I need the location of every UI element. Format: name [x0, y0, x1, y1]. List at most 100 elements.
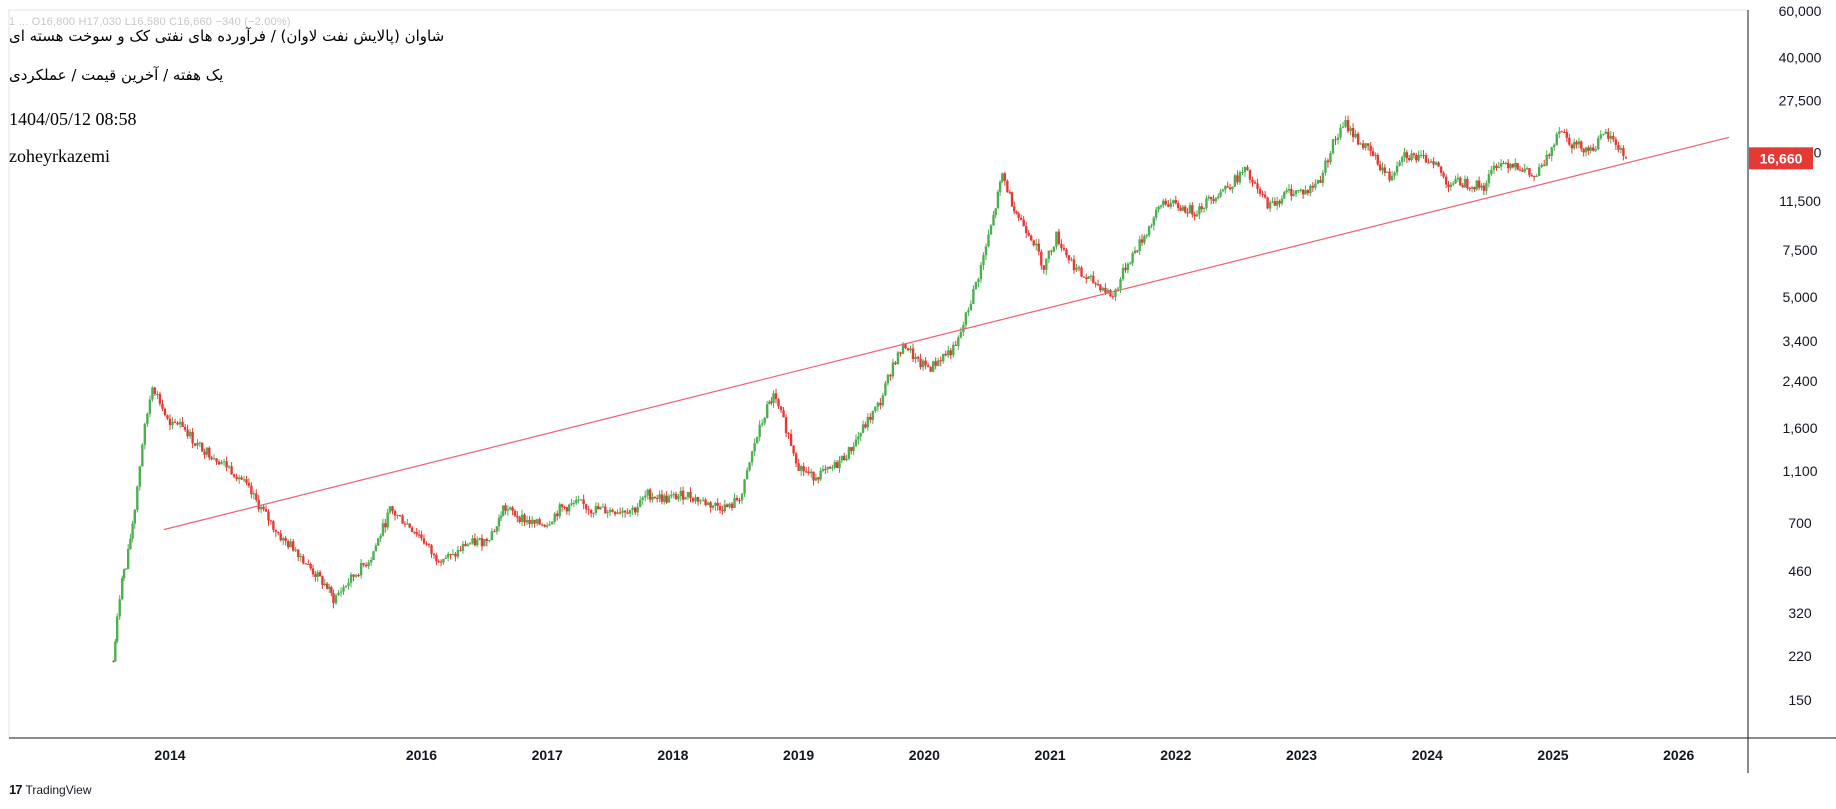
- candle: [1195, 210, 1199, 217]
- candle-body: [325, 583, 329, 589]
- candle: [1311, 182, 1315, 192]
- candle: [442, 558, 445, 565]
- candle: [964, 312, 968, 330]
- candle-body: [1133, 250, 1137, 254]
- candle-body: [1126, 263, 1130, 271]
- candle: [579, 499, 583, 501]
- candle-body: [252, 493, 256, 495]
- candle: [1528, 168, 1531, 178]
- candle-body: [812, 471, 815, 481]
- candle: [1575, 140, 1578, 149]
- candle-body: [864, 424, 867, 428]
- candle: [311, 564, 315, 577]
- candle-body: [1159, 205, 1163, 207]
- candle: [1468, 187, 1471, 192]
- candle-body: [367, 562, 370, 567]
- candle-body: [807, 471, 810, 474]
- candle: [342, 584, 345, 595]
- candle-body: [929, 367, 932, 372]
- candle-body: [1589, 147, 1592, 151]
- candle-body: [1449, 184, 1453, 188]
- candle: [1075, 263, 1078, 273]
- candle-body: [1212, 199, 1215, 202]
- candle: [344, 585, 348, 588]
- candle-body: [1065, 249, 1068, 256]
- candle-body: [220, 462, 223, 465]
- candle-body: [1410, 153, 1413, 160]
- candle-body: [1470, 187, 1474, 189]
- candle: [1008, 189, 1012, 195]
- candle-body: [772, 393, 775, 403]
- candle-body: [459, 550, 462, 552]
- candle: [478, 537, 481, 541]
- candle-body: [648, 489, 652, 500]
- candle-body: [1017, 213, 1020, 218]
- candle-body: [1485, 183, 1488, 191]
- candle-body: [478, 538, 481, 540]
- candle: [1072, 255, 1076, 274]
- candle-body: [1573, 141, 1576, 149]
- candle: [1060, 239, 1063, 252]
- candle-body: [1521, 170, 1524, 172]
- candle: [824, 465, 827, 474]
- candle: [1319, 175, 1322, 183]
- candle: [601, 503, 605, 508]
- plot-area[interactable]: [112, 115, 1628, 663]
- candle-body: [488, 539, 491, 542]
- candle-body: [1099, 284, 1102, 291]
- candle: [444, 554, 448, 560]
- tradingview-brand[interactable]: 17 TradingView: [9, 782, 92, 797]
- candle: [497, 514, 501, 532]
- candle-body: [1087, 276, 1090, 280]
- x-tick-label: 2021: [1035, 747, 1066, 763]
- candle-body: [417, 534, 421, 536]
- candle-body: [466, 544, 470, 547]
- candle-body: [1378, 164, 1382, 171]
- candle: [193, 443, 197, 447]
- candle-body: [1266, 197, 1269, 209]
- candle-body: [1275, 200, 1279, 206]
- candle-body: [551, 521, 554, 525]
- candle: [1364, 142, 1367, 151]
- candle-body: [146, 413, 149, 424]
- candle: [1525, 166, 1529, 171]
- candle-body: [743, 479, 746, 494]
- candle: [560, 503, 564, 512]
- candle-body: [410, 527, 414, 532]
- y-tick-label: 60,000: [1779, 3, 1822, 19]
- candle: [1179, 205, 1182, 212]
- candle: [1535, 174, 1538, 178]
- candle-body: [1224, 186, 1227, 190]
- candle-body: [1477, 180, 1481, 188]
- candle: [316, 570, 319, 582]
- candle: [1604, 128, 1608, 135]
- candle: [1369, 141, 1372, 157]
- candle-body: [403, 523, 407, 525]
- candle-body: [388, 506, 392, 513]
- candle: [763, 416, 766, 426]
- candle: [401, 513, 404, 524]
- candle-body: [314, 574, 317, 577]
- candle-body: [570, 503, 573, 505]
- candle: [1136, 249, 1139, 254]
- candle-body: [1219, 191, 1222, 197]
- candle-body: [1154, 209, 1158, 218]
- candle-body: [454, 553, 457, 557]
- candle-body: [824, 469, 827, 471]
- candle: [1205, 195, 1208, 211]
- candle-body: [372, 551, 375, 561]
- candle-body: [789, 433, 793, 446]
- candle-body: [201, 442, 204, 452]
- candle: [122, 568, 126, 582]
- candle: [245, 475, 248, 486]
- candle: [509, 506, 512, 511]
- candle: [114, 638, 117, 662]
- candle: [1597, 135, 1600, 151]
- candle-body: [1106, 290, 1110, 293]
- candle: [321, 575, 324, 589]
- candle-body: [1001, 173, 1004, 182]
- candle: [1200, 203, 1203, 213]
- candle: [679, 487, 682, 501]
- candle-body: [886, 374, 890, 384]
